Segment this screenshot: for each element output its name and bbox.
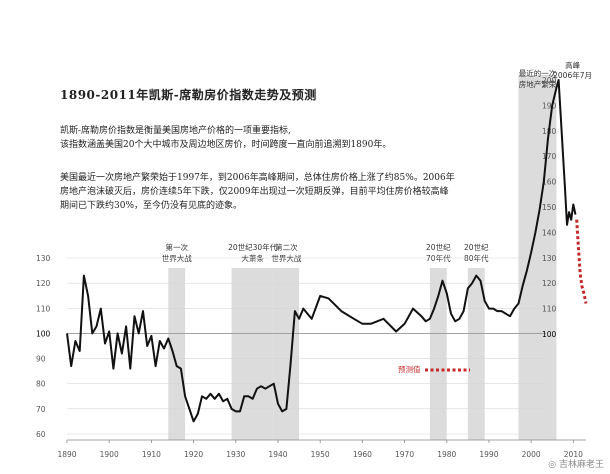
shaded-period-label-6-1: 最近的一次 xyxy=(519,68,557,78)
x-tick-label-1920: 1920 xyxy=(184,450,203,459)
right-tick-label-130: 130 xyxy=(542,254,557,263)
x-tick-label-1940: 1940 xyxy=(268,450,287,459)
series-line-forecast xyxy=(575,219,588,304)
x-tick-label-1910: 1910 xyxy=(142,450,161,459)
watermark: ◎ 吉林麻老王 xyxy=(548,460,604,470)
right-tick-label-170: 170 xyxy=(542,152,557,161)
left-tick-label-120: 120 xyxy=(36,279,51,288)
x-tick-label-1970: 1970 xyxy=(395,450,414,459)
left-tick-label-100: 100 xyxy=(36,329,51,338)
right-tick-label-140: 140 xyxy=(542,228,557,237)
left-tick-label-60: 60 xyxy=(36,430,46,439)
x-tick-label-1930: 1930 xyxy=(226,450,245,459)
x-tick-label-1890: 1890 xyxy=(57,450,76,459)
shaded-period-3 xyxy=(273,268,300,440)
shaded-period-label-1-1: 第一次 xyxy=(165,242,188,252)
x-tick-label-1900: 1900 xyxy=(100,450,119,459)
forecast-legend-label: 预测值 xyxy=(398,364,421,374)
x-tick-label-1990: 1990 xyxy=(479,450,498,459)
chart-title: 1890-2011年凯斯-席勒房价指数走势及预测 xyxy=(60,88,317,102)
body-line-1: 美国最近一次房地产繁荣始于1997年，到2006年高峰期间，总体住房价格上涨了约… xyxy=(60,173,455,183)
right-tick-label-110: 110 xyxy=(542,305,557,314)
shaded-period-label-6-2: 房地产繁荣 xyxy=(519,79,557,89)
x-tick-label-1980: 1980 xyxy=(437,450,456,459)
left-tick-label-130: 130 xyxy=(36,254,51,263)
right-tick-label-160: 160 xyxy=(542,178,557,187)
shaded-period-5 xyxy=(467,268,485,440)
peak-annotation-label-1: 高峰 xyxy=(565,60,580,70)
left-tick-label-70: 70 xyxy=(36,405,46,414)
shaded-period-label-3-1: 第二次 xyxy=(275,242,298,252)
left-tick-label-80: 80 xyxy=(36,380,46,389)
x-tick-label-2010: 2010 xyxy=(564,450,583,459)
shaded-period-label-2-1: 20世纪30年代 xyxy=(228,242,278,252)
x-tick-label-2000: 2000 xyxy=(522,450,541,459)
shaded-period-2 xyxy=(231,268,274,440)
left-tick-label-110: 110 xyxy=(36,304,51,313)
x-tick-label-1960: 1960 xyxy=(353,450,372,459)
x-tick-label-1950: 1950 xyxy=(311,450,330,459)
intro-paragraph: 凯斯-席勒房价指数是衡量美国房地产价格的一项重要指标, 该指数涵盖美国20个大中… xyxy=(60,124,490,152)
shaded-period-1 xyxy=(168,268,186,440)
right-tick-label-190: 190 xyxy=(542,101,557,110)
body-line-2: 房地产泡沫破灭后，房价连续5年下跌，仅2009年出现过一次短期反弹，目前平均住房… xyxy=(60,187,449,197)
body-line-3: 期间已下跌约30%，至今仍没有见底的迹象。 xyxy=(60,201,243,211)
intro-line-1: 凯斯-席勒房价指数是衡量美国房地产价格的一项重要指标, xyxy=(60,126,291,136)
shaded-period-6 xyxy=(518,75,557,440)
peak-annotation-label-2: 2006年7月 xyxy=(553,70,592,80)
intro-line-2: 该指数涵盖美国20个大中城市及周边地区房价，时间跨度一直向前追溯到1890年。 xyxy=(60,140,392,150)
right-tick-label-120: 120 xyxy=(542,279,557,288)
right-tick-label-150: 150 xyxy=(542,203,557,212)
right-tick-label-200: 200 xyxy=(542,76,557,85)
right-tick-label-100: 100 xyxy=(542,330,557,339)
left-tick-label-90: 90 xyxy=(36,355,46,364)
series-line-index xyxy=(66,79,577,423)
shaded-period-label-5-1: 20世纪 xyxy=(464,242,489,252)
body-paragraph: 美国最近一次房地产繁荣始于1997年，到2006年高峰期间，总体住房价格上涨了约… xyxy=(60,171,490,213)
shaded-period-label-4-1: 20世纪 xyxy=(426,242,451,252)
